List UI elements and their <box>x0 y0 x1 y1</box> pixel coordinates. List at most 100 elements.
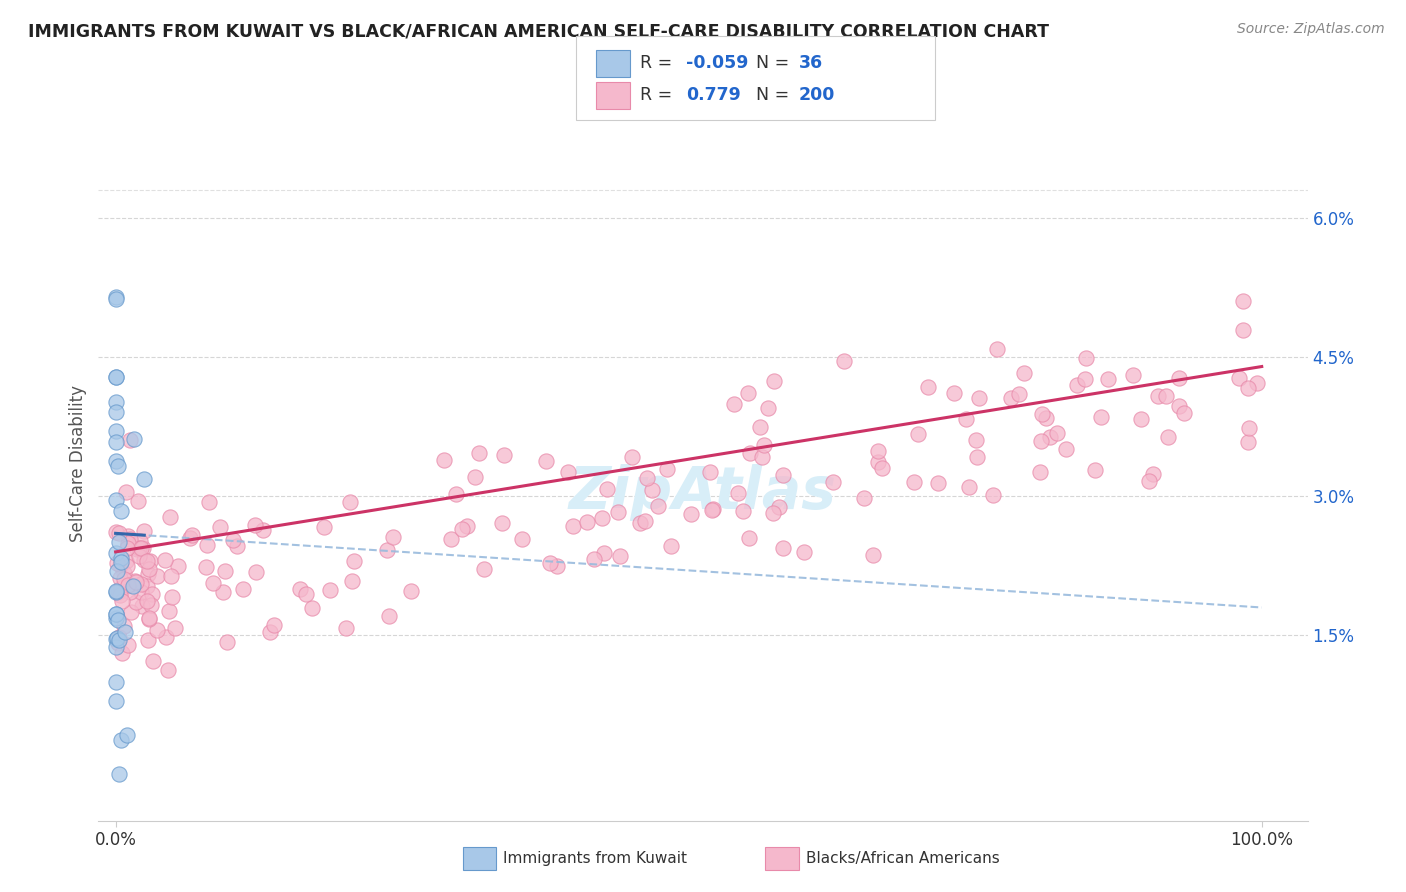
Point <box>621 450 644 464</box>
Point <box>129 585 152 599</box>
Point <box>491 516 513 530</box>
Point <box>125 542 148 557</box>
Point <box>399 584 422 599</box>
Point <box>166 558 188 573</box>
Point <box>252 523 274 537</box>
Point <box>1008 387 1031 401</box>
Point <box>115 728 138 742</box>
Point <box>456 519 478 533</box>
Point <box>104 632 127 646</box>
Point <box>115 559 138 574</box>
Point <box>557 465 579 479</box>
Point <box>136 594 159 608</box>
Point <box>957 480 980 494</box>
Point <box>834 353 856 368</box>
Point <box>104 675 127 690</box>
Point <box>737 385 759 400</box>
Point <box>641 483 664 498</box>
Point <box>104 394 127 409</box>
Point <box>108 526 131 541</box>
Point <box>135 554 157 568</box>
Point <box>124 574 146 588</box>
Point <box>294 587 316 601</box>
Point <box>768 500 790 515</box>
Point <box>138 554 160 568</box>
Point <box>104 607 127 621</box>
Point <box>866 444 889 458</box>
Point <box>538 556 561 570</box>
Point <box>738 531 761 545</box>
Point <box>107 636 129 650</box>
Point <box>1031 407 1053 421</box>
Point <box>115 484 138 499</box>
Point <box>118 585 141 599</box>
Point <box>1054 442 1077 457</box>
Point <box>110 551 132 566</box>
Point <box>1147 389 1170 403</box>
Point <box>222 533 245 548</box>
Point <box>117 578 139 592</box>
Point <box>209 520 232 534</box>
Point <box>606 505 628 519</box>
Point <box>342 554 364 568</box>
Point <box>1066 377 1088 392</box>
Point <box>198 494 221 508</box>
Point <box>582 552 605 566</box>
Point <box>104 546 127 560</box>
Point <box>139 599 162 613</box>
Point <box>115 541 138 556</box>
Point <box>104 585 127 599</box>
Point <box>727 486 749 500</box>
Point <box>1167 399 1189 413</box>
Point <box>131 541 153 555</box>
Point <box>138 612 160 626</box>
Point <box>120 532 142 546</box>
Point <box>104 611 127 625</box>
Point <box>226 539 249 553</box>
Text: N =: N = <box>756 54 796 72</box>
Point <box>942 386 965 401</box>
Point <box>107 535 129 549</box>
Point <box>1173 406 1195 420</box>
Point <box>1167 371 1189 385</box>
Text: 0.779: 0.779 <box>686 87 741 104</box>
Point <box>534 454 557 468</box>
Point <box>108 584 131 599</box>
Point <box>111 646 134 660</box>
Point <box>110 504 132 518</box>
Point <box>592 546 614 560</box>
Point <box>157 664 180 678</box>
Point <box>661 539 683 553</box>
Point <box>335 621 357 635</box>
Point <box>111 594 134 608</box>
Point <box>450 522 472 536</box>
Point <box>141 586 163 600</box>
Point <box>381 530 404 544</box>
Point <box>576 515 599 529</box>
Point <box>492 448 515 462</box>
Text: N =: N = <box>756 87 796 104</box>
Point <box>120 605 142 619</box>
Point <box>132 541 155 556</box>
Point <box>1097 372 1119 386</box>
Point <box>125 595 148 609</box>
Point <box>853 491 876 506</box>
Point <box>1137 474 1160 488</box>
Point <box>756 401 779 415</box>
Point <box>1142 467 1164 481</box>
Point <box>138 611 160 625</box>
Point <box>1237 435 1260 450</box>
Point <box>981 488 1004 502</box>
Point <box>108 633 131 648</box>
Point <box>917 380 939 394</box>
Point <box>107 614 129 628</box>
Point <box>160 569 183 583</box>
Point <box>134 472 156 486</box>
Text: -0.059: -0.059 <box>686 54 748 72</box>
Text: R =: R = <box>640 54 678 72</box>
Point <box>1074 351 1097 366</box>
Point <box>122 433 145 447</box>
Point <box>609 549 631 564</box>
Point <box>702 502 724 516</box>
Point <box>104 583 127 598</box>
